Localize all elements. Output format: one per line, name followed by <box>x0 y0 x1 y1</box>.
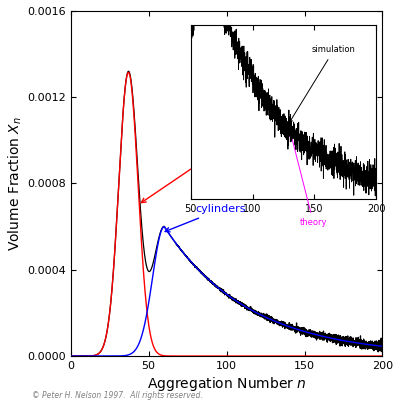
Text: spheres: spheres <box>141 146 239 203</box>
Text: cylinders: cylinders <box>165 204 246 232</box>
Y-axis label: Volume Fraction $X_n$: Volume Fraction $X_n$ <box>7 116 24 251</box>
X-axis label: Aggregation Number $n$: Aggregation Number $n$ <box>147 375 306 393</box>
Text: © Peter H. Nelson 1997.  All rights reserved.: © Peter H. Nelson 1997. All rights reser… <box>32 391 203 400</box>
